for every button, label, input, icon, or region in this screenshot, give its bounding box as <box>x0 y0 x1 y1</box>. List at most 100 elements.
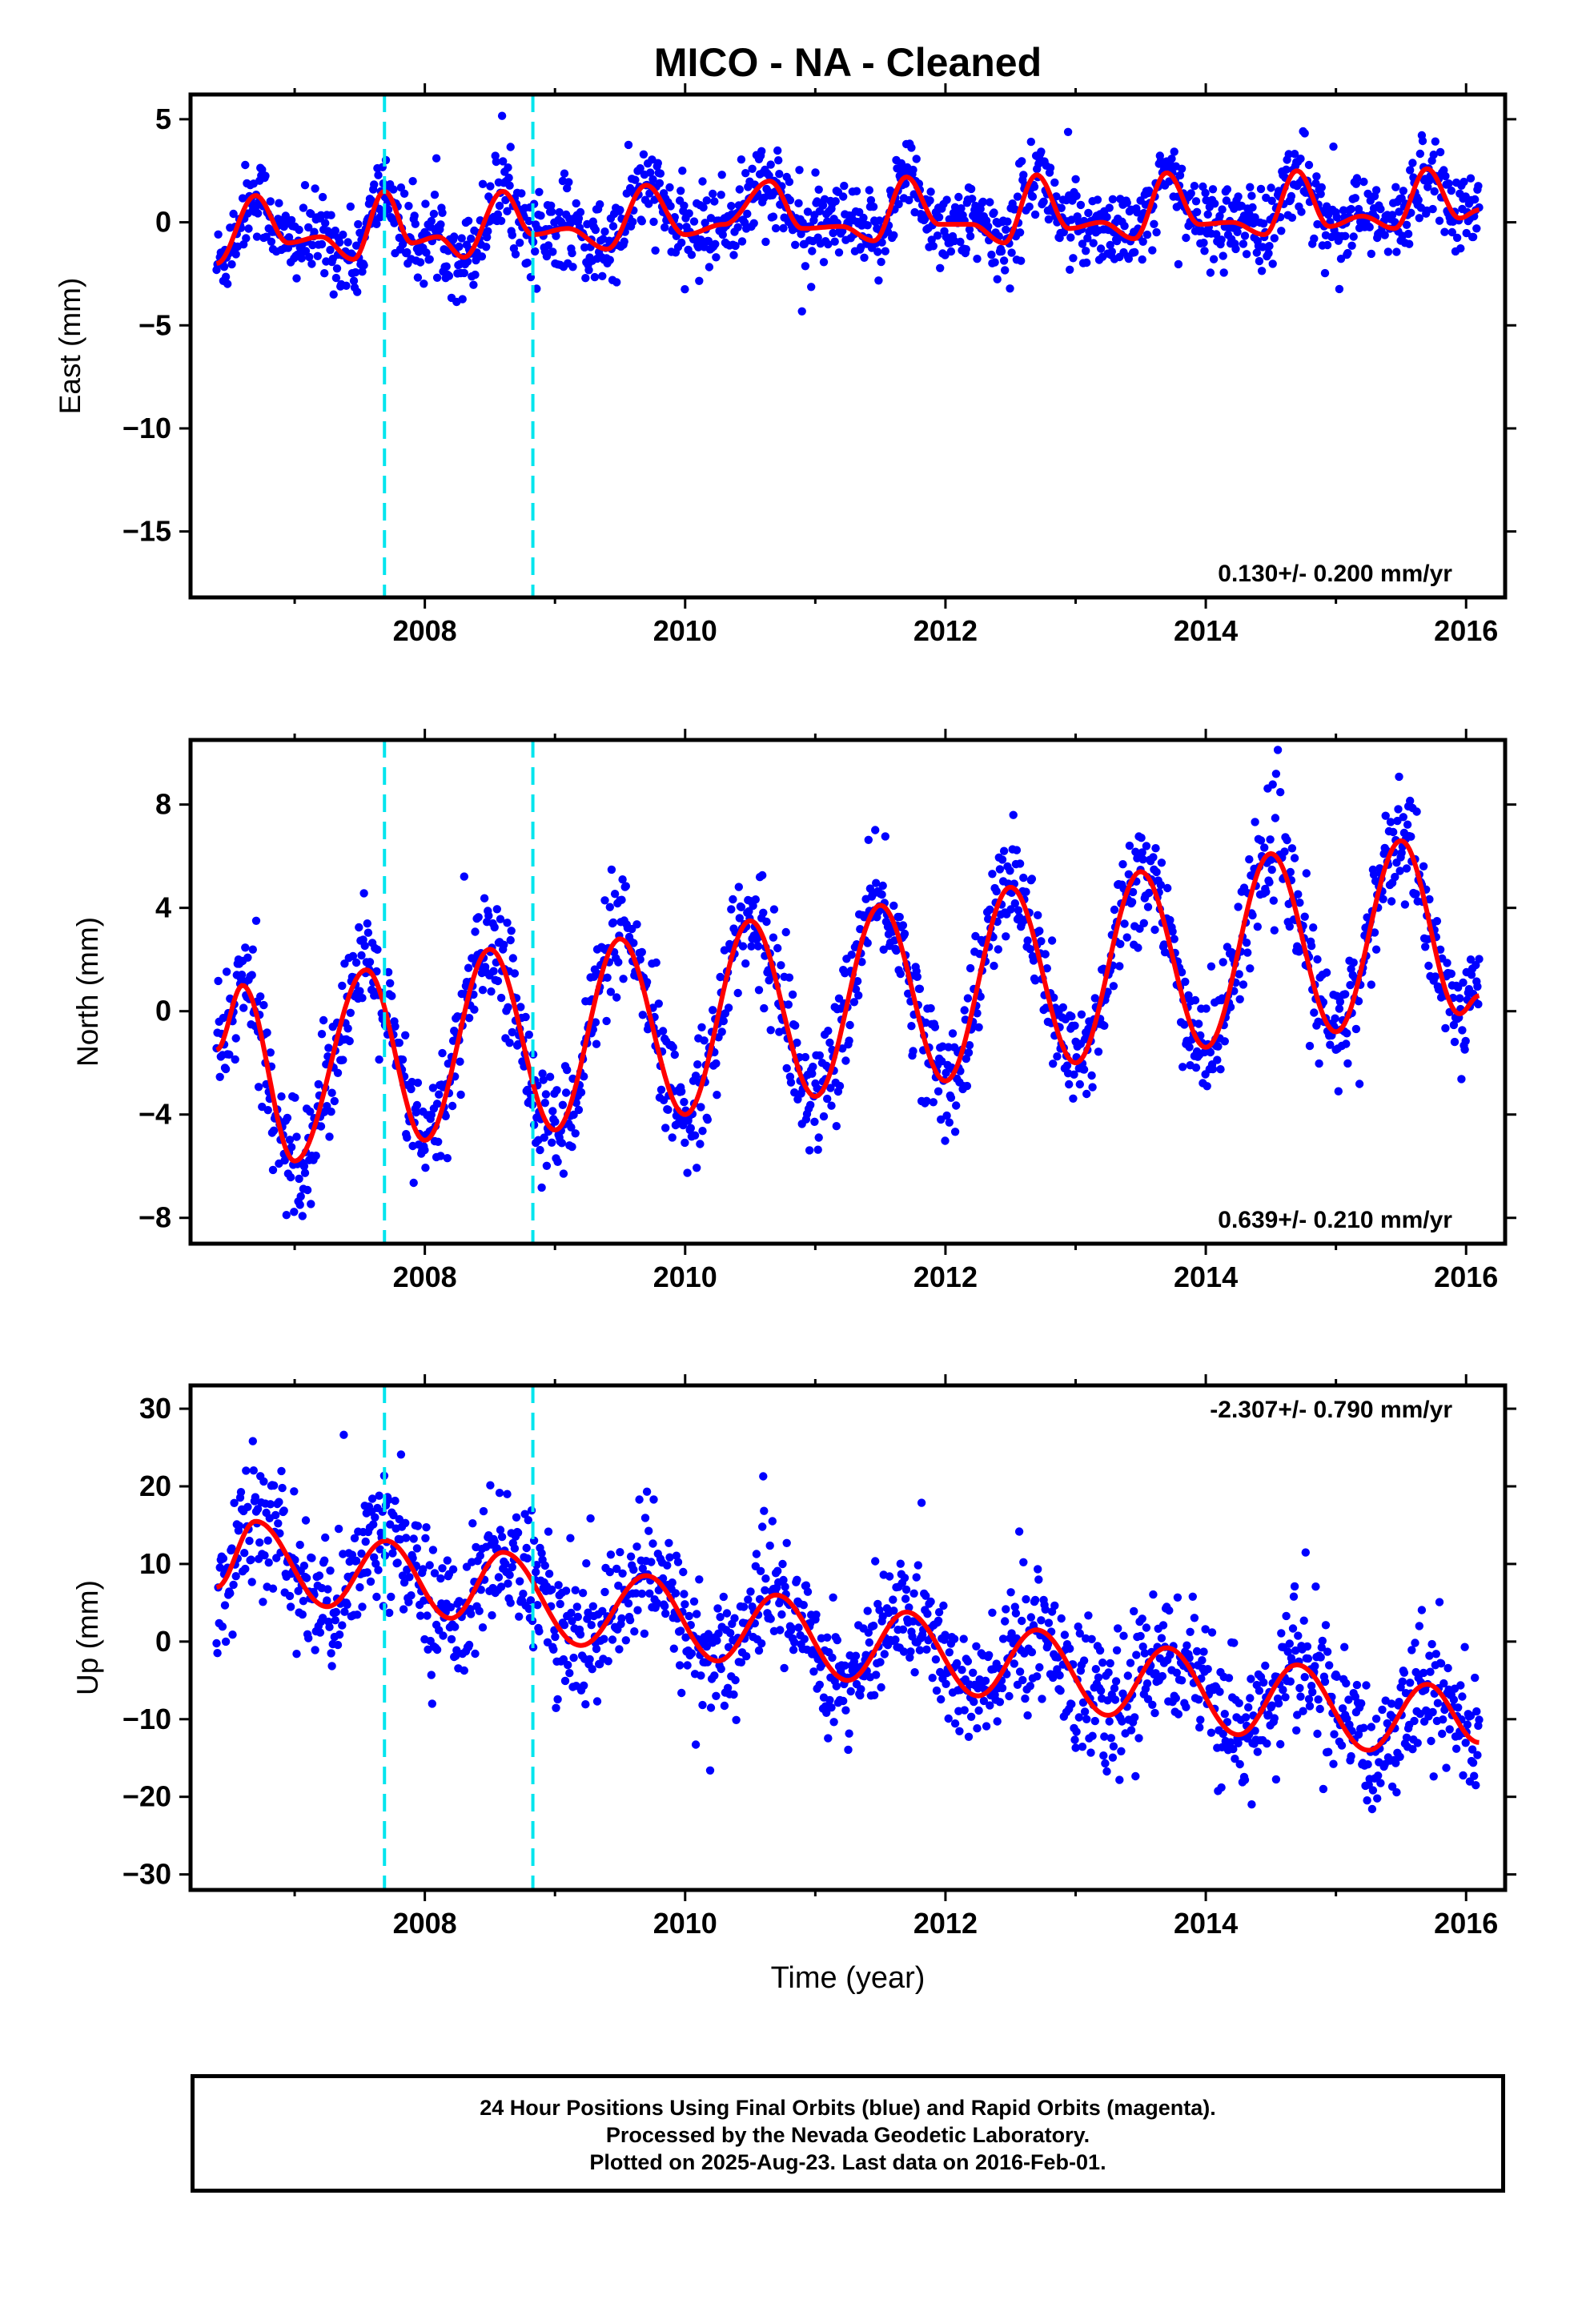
north-point <box>1124 870 1134 879</box>
north-point <box>986 905 994 915</box>
north-point <box>277 1092 286 1101</box>
east-point <box>1256 184 1266 194</box>
up-point <box>765 1541 774 1550</box>
north-point <box>806 1100 815 1110</box>
north-point <box>1216 1065 1225 1074</box>
up-point <box>249 1466 258 1475</box>
up-point <box>1034 1575 1043 1584</box>
up-point <box>571 1586 580 1594</box>
east-point <box>1383 247 1393 256</box>
up-point <box>503 1490 512 1498</box>
up-point <box>537 1549 546 1558</box>
east-point <box>1120 222 1129 231</box>
east-point <box>699 203 708 212</box>
up-point <box>885 1572 894 1581</box>
up-point <box>351 1556 361 1566</box>
up-point <box>432 1645 442 1655</box>
east-point <box>410 211 419 220</box>
north-point <box>355 923 363 932</box>
up-point <box>1395 1698 1403 1707</box>
north-point <box>444 1059 452 1068</box>
north-point <box>1271 770 1281 778</box>
east-point <box>221 272 231 281</box>
up-point <box>944 1714 953 1723</box>
north-point <box>1387 897 1396 906</box>
east-point <box>1242 250 1251 259</box>
up-point <box>331 1607 341 1617</box>
up-point <box>1138 1614 1146 1623</box>
north-point <box>338 981 347 991</box>
east-point <box>1028 192 1038 201</box>
east-point <box>1215 211 1224 220</box>
up-point <box>215 1563 224 1572</box>
north-point <box>493 976 503 986</box>
east-point <box>436 220 445 229</box>
up-point <box>513 1528 523 1538</box>
up-point <box>467 1610 476 1618</box>
east-point <box>695 276 704 285</box>
north-point <box>1022 887 1030 896</box>
east-point <box>701 219 709 227</box>
up-point <box>1473 1751 1482 1759</box>
up-point <box>710 1671 719 1680</box>
east-point <box>1264 249 1273 258</box>
north-point <box>298 1212 307 1220</box>
up-point <box>290 1487 299 1496</box>
up-point <box>839 1696 848 1706</box>
up-point <box>1105 1717 1114 1726</box>
north-point <box>680 1097 689 1107</box>
east-point <box>1323 240 1332 250</box>
east-x-tick-label: 2016 <box>1434 614 1498 647</box>
up-point <box>1283 1647 1292 1656</box>
north-point <box>1006 905 1015 914</box>
up-point <box>355 1582 364 1592</box>
east-point <box>227 259 236 269</box>
north-point <box>1079 1065 1089 1074</box>
east-point <box>616 206 624 215</box>
north-point <box>1397 848 1406 858</box>
east-point <box>661 223 669 232</box>
north-point <box>1407 832 1415 841</box>
east-point <box>1363 189 1372 199</box>
east-point <box>1182 233 1191 243</box>
east-point <box>966 231 975 241</box>
north-point <box>557 1139 566 1148</box>
east-point <box>909 165 917 175</box>
north-point <box>669 1043 677 1051</box>
east-point <box>1200 247 1209 255</box>
north-point <box>395 1039 404 1047</box>
east-point <box>840 181 849 191</box>
east-point <box>1349 232 1358 241</box>
north-point <box>1367 980 1376 989</box>
north-point <box>508 1027 516 1037</box>
north-point <box>762 917 771 927</box>
north-point <box>1343 1029 1351 1038</box>
east-point <box>1471 195 1480 204</box>
up-point <box>1299 1707 1307 1715</box>
up-point <box>598 1606 607 1616</box>
up-point <box>1267 1701 1276 1710</box>
up-point <box>1220 1710 1230 1719</box>
north-point <box>540 1099 549 1108</box>
north-point <box>845 1020 854 1030</box>
north-point <box>1070 1021 1079 1031</box>
up-point <box>880 1650 889 1659</box>
north-point <box>1370 928 1379 937</box>
up-point <box>347 1550 357 1559</box>
up-point <box>1090 1716 1100 1726</box>
east-point <box>486 182 495 191</box>
up-point <box>829 1718 838 1727</box>
north-point <box>503 919 512 927</box>
east-point <box>1365 223 1374 231</box>
up-point <box>302 1574 311 1582</box>
up-point <box>1428 1707 1437 1717</box>
up-point <box>1463 1720 1472 1729</box>
east-point <box>1240 231 1250 240</box>
up-point <box>492 1544 501 1553</box>
north-point <box>1110 905 1119 915</box>
east-point <box>584 266 593 275</box>
up-point <box>1439 1715 1447 1724</box>
up-point <box>1037 1616 1046 1625</box>
up-point <box>1324 1747 1333 1756</box>
up-point <box>1319 1784 1328 1794</box>
